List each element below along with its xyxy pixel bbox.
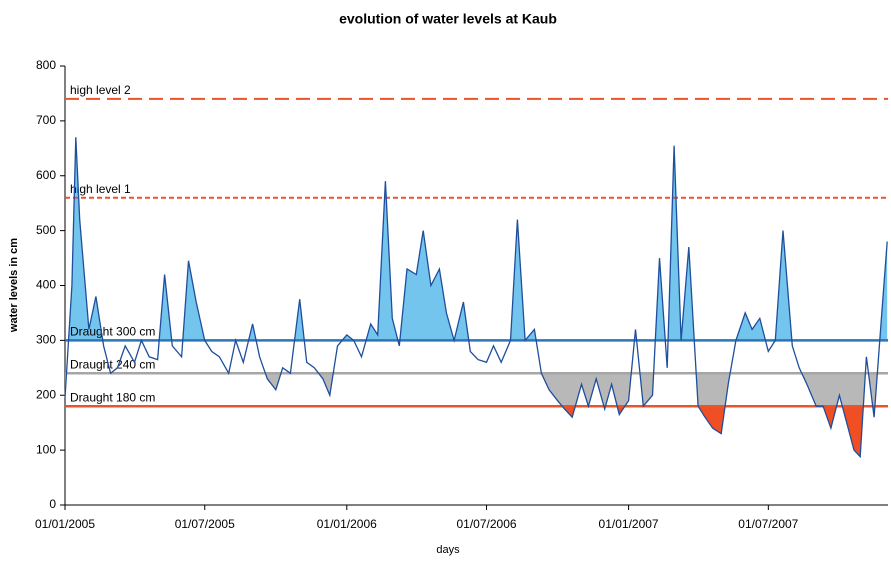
- reference-label: Draught 240 cm: [70, 357, 155, 371]
- y-tick-label: 800: [36, 58, 56, 72]
- reference-label: high level 2: [70, 83, 131, 97]
- y-tick-label: 0: [49, 497, 56, 511]
- y-tick-label: 400: [36, 278, 56, 292]
- reference-label: high level 1: [70, 182, 131, 196]
- x-tick-label: 01/07/2007: [738, 517, 798, 531]
- chart-title: evolution of water levels at Kaub: [339, 11, 557, 27]
- x-tick-label: 01/07/2006: [457, 517, 517, 531]
- y-tick-label: 700: [36, 113, 56, 127]
- reference-label: Draught 300 cm: [70, 325, 155, 339]
- x-tick-label: 01/01/2005: [35, 517, 95, 531]
- y-tick-label: 500: [36, 223, 56, 237]
- threshold-area: [65, 137, 888, 341]
- y-tick-label: 100: [36, 442, 56, 456]
- x-tick-label: 01/07/2005: [175, 517, 235, 531]
- y-tick-label: 600: [36, 168, 56, 182]
- reference-label: Draught 180 cm: [70, 390, 155, 404]
- y-axis-label: water levels in cm: [8, 238, 20, 333]
- y-tick-label: 200: [36, 387, 56, 401]
- x-axis-label: days: [436, 544, 460, 556]
- y-tick-label: 300: [36, 333, 56, 347]
- x-tick-label: 01/01/2006: [317, 517, 377, 531]
- x-tick-label: 01/01/2007: [599, 517, 659, 531]
- series-line: [64, 137, 888, 459]
